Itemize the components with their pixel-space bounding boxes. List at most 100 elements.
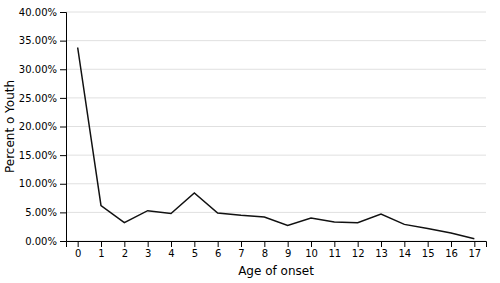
y-tick-label: 30.00% [19, 64, 57, 75]
y-tick-label: 0.00% [25, 236, 57, 247]
x-tick-label: 12 [352, 248, 365, 259]
x-tick-mark [334, 241, 335, 247]
y-tick-label: 40.00% [19, 7, 57, 18]
chart: 012345678910111213141516170.00%5.00%10.0… [0, 0, 500, 283]
x-tick-mark [451, 241, 452, 247]
grid-line [66, 126, 486, 127]
y-tick-mark [60, 184, 66, 185]
x-tick: 4 [168, 241, 174, 259]
y-tick-label: 20.00% [19, 121, 57, 132]
x-tick-label: 14 [398, 248, 411, 259]
y-tick-mark [60, 69, 66, 70]
x-tick: 16 [445, 241, 458, 259]
y-axis-label: Percent o Youth [3, 80, 17, 173]
x-tick-mark [171, 241, 172, 247]
x-tick-mark [381, 241, 382, 247]
x-tick-mark [124, 241, 125, 247]
x-tick-mark [78, 241, 79, 247]
y-tick-mark [60, 12, 66, 13]
y-tick-mark [60, 127, 66, 128]
x-tick-mark [358, 241, 359, 247]
grid-line [66, 69, 486, 70]
grid-line [66, 97, 486, 98]
x-tick-label: 15 [422, 248, 435, 259]
y-tick-mark [60, 98, 66, 99]
x-tick: 5 [192, 241, 198, 259]
y-tick-mark [60, 212, 66, 213]
x-tick-mark [194, 241, 195, 247]
y-tick-label: 15.00% [19, 150, 57, 161]
x-tick: 8 [262, 241, 268, 259]
x-tick: 10 [305, 241, 318, 259]
x-tick-label: 9 [285, 248, 291, 259]
x-tick-mark [311, 241, 312, 247]
y-axis: 0.00% 5.00% 10.00% 15.00% 20.00% 25.00% 30.00%… [19, 7, 67, 247]
line [78, 47, 475, 238]
x-tick-mark [241, 241, 242, 247]
grid-line [66, 155, 486, 156]
y-tick: 15.00% [19, 150, 66, 161]
x-tick-label: 7 [238, 248, 244, 259]
x-tick-mark [148, 241, 149, 247]
x-tick-label: 17 [468, 248, 481, 259]
y-tick-mark [60, 155, 66, 156]
x-tick-mark [428, 241, 429, 247]
x-tick: 0 [75, 241, 81, 259]
x-tick-mark [101, 241, 102, 247]
x-tick-mark [474, 241, 475, 247]
x-tick: 14 [398, 241, 411, 259]
x-tick-label: 10 [305, 248, 318, 259]
x-tick-label: 1 [98, 248, 104, 259]
grid-line [66, 183, 486, 184]
x-tick-mark [264, 241, 265, 247]
y-tick: 20.00% [19, 121, 66, 132]
x-tick: 11 [328, 241, 341, 259]
x-tick: 13 [375, 241, 388, 259]
x-axis-line [67, 242, 487, 248]
x-tick: 3 [145, 241, 151, 259]
x-tick-label: 6 [215, 248, 221, 259]
grid-line [66, 12, 486, 13]
y-tick: 25.00% [19, 93, 66, 104]
y-tick: 0.00% [25, 236, 66, 247]
y-tick: 40.00% [19, 7, 66, 18]
x-tick: 2 [122, 241, 128, 259]
x-tick: 6 [215, 241, 221, 259]
y-tick: 10.00% [19, 178, 66, 189]
grid-line [66, 212, 486, 213]
y-axis-line [60, 13, 67, 242]
x-tick-label: 4 [168, 248, 174, 259]
x-tick: 9 [285, 241, 291, 259]
y-tick: 35.00% [19, 35, 66, 46]
x-tick-mark [218, 241, 219, 247]
y-tick-label: 5.00% [25, 207, 57, 218]
x-tick: 17 [468, 241, 481, 259]
x-tick-label: 0 [75, 248, 81, 259]
y-tick-mark [60, 241, 66, 242]
x-tick-label: 16 [445, 248, 458, 259]
x-tick-label: 11 [328, 248, 341, 259]
y-tick-label: 35.00% [19, 35, 57, 46]
y-tick: 5.00% [25, 207, 66, 218]
plot: 012345678910111213141516170.00%5.00%10.0… [19, 7, 487, 259]
x-tick-mark [404, 241, 405, 247]
x-tick-label: 3 [145, 248, 151, 259]
x-tick-label: 13 [375, 248, 388, 259]
x-tick: 1 [98, 241, 104, 259]
grid-line [66, 40, 486, 41]
y-tick-mark [60, 41, 66, 42]
grid [66, 12, 486, 241]
x-axis-label: Age of onset [238, 264, 314, 278]
x-tick: 12 [352, 241, 365, 259]
y-tick-label: 10.00% [19, 178, 57, 189]
x-tick-label: 5 [192, 248, 198, 259]
x-tick: 15 [422, 241, 435, 259]
x-axis: 01234567891011121314151617 [67, 241, 487, 259]
x-tick: 7 [238, 241, 244, 259]
x-tick-label: 8 [262, 248, 268, 259]
line-group [78, 47, 475, 238]
y-tick-label: 25.00% [19, 93, 57, 104]
x-tick-label: 2 [122, 248, 128, 259]
y-tick: 30.00% [19, 64, 66, 75]
x-tick-mark [288, 241, 289, 247]
